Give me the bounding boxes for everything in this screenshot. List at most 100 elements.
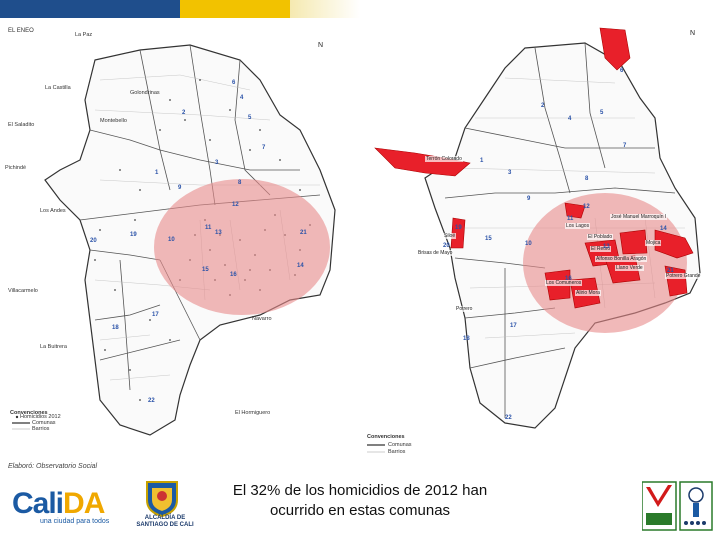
place-la-paz: La Paz: [75, 32, 93, 38]
comuna-label: 7: [623, 143, 627, 149]
left-north-arrow: N: [318, 42, 324, 49]
red-label-brisas-de-mayo: Brisas de Mayo: [417, 250, 454, 256]
top-banner-blue: [0, 0, 180, 18]
comuna-label: 17: [510, 323, 517, 329]
comuna-label: 9: [178, 185, 182, 191]
comuna-label: 4: [568, 116, 572, 122]
comuna-label: 18: [112, 325, 119, 331]
comuna-label: 4: [240, 95, 244, 101]
red-label-los-comuneros: Los Comuneros: [545, 280, 583, 286]
red-label-llano-verde: Llano Verde: [615, 265, 644, 271]
map-credit: Elaboró: Observatorio Social: [8, 463, 98, 470]
comuna-label: 20: [90, 238, 97, 244]
comuna-label: 5: [248, 115, 252, 121]
comuna-label: 12: [232, 202, 239, 208]
place-la-castilla: La Castilla: [45, 85, 71, 91]
partner-logos-icon: [642, 481, 713, 531]
slide-caption: El 32% de los homicidios de 2012 han ocu…: [210, 481, 510, 521]
right-legend-item-1: Comunas: [388, 442, 412, 448]
place-el-hormiguero: El Hormiguero: [235, 410, 271, 416]
left-legend-title: Convenciones: [10, 410, 48, 416]
alcaldia-line1: ALCALDÍA DE: [144, 515, 186, 521]
top-banner: [0, 0, 720, 18]
comuna-label: 7: [262, 145, 266, 151]
left-legend: [12, 415, 30, 430]
comuna-label: 15: [485, 236, 492, 242]
alcaldia-label: ALCALDÍA DE SANTIAGO DE CALI: [120, 515, 210, 529]
caption-line-1: El 32% de los homicidios de 2012 han: [232, 482, 488, 499]
comuna-label: 22: [148, 398, 155, 404]
comuna-label: 5: [600, 110, 604, 116]
red-label-terron-colorado: Terrón Colorado: [425, 156, 463, 162]
comuna-label: 16: [230, 272, 237, 278]
cali-shield-icon: [146, 481, 178, 518]
comuna-label: 15: [202, 267, 209, 273]
place-villacarmelo: Villacarmelo: [8, 288, 38, 294]
comuna-label: 19: [455, 225, 462, 231]
red-label-potrero: Potrero: [455, 306, 474, 312]
comuna-label: 9: [527, 196, 531, 202]
comuna-label: 11: [205, 225, 212, 231]
calida-logo-part1: Cali: [12, 487, 64, 520]
comuna-label: 21: [300, 230, 307, 236]
right-map-svg: [367, 27, 701, 453]
comuna-label: 11: [567, 216, 574, 222]
place-navarro: Navarro: [252, 316, 272, 322]
comuna-label: 2: [541, 103, 545, 109]
comuna-label: 10: [525, 241, 532, 247]
comuna-label: 16: [565, 276, 572, 282]
right-legend-title: Convenciones: [367, 434, 405, 440]
red-label-potrero-grande: Potrero Grande: [665, 273, 702, 279]
place-golondrinas: Golondrinas: [130, 90, 160, 96]
comuna-label: 19: [130, 232, 137, 238]
top-banner-yellow: [180, 0, 290, 18]
calida-logo: CaliDA: [12, 487, 105, 521]
place-el-saladito: El Saladito: [8, 122, 35, 128]
red-label-los-lagos: Los Lagos: [565, 223, 591, 229]
right-north-arrow: N: [690, 30, 696, 37]
left-map: EL ENEO La Paz Golondrinas La Castilla M…: [0, 20, 350, 465]
red-label-el-retiro: El Retiro: [590, 246, 612, 252]
red-label-el-poblado: El Poblado: [587, 234, 614, 240]
red-label-siloe: Siloé: [443, 233, 457, 239]
comuna-label: 8: [238, 180, 242, 186]
left-map-svg: [12, 44, 336, 436]
footer: [0, 474, 720, 540]
place-el-eneo: EL ENEO: [8, 28, 34, 34]
comuna-label: 14: [297, 263, 304, 269]
left-legend-item-1: Homicidios 2012: [20, 414, 61, 420]
red-label-mojica: Mojica: [645, 240, 662, 246]
comuna-label: 21: [667, 268, 674, 274]
caption-line-2: ocurrido en estas comunas: [269, 502, 451, 519]
comuna-label: 3: [508, 170, 512, 176]
comuna-label: 13: [603, 244, 610, 250]
comuna-label: 12: [583, 204, 590, 210]
right-legend-item-2: Barrios: [388, 449, 406, 455]
red-label-alirio-mora: Alirio Mora: [575, 290, 601, 296]
calida-logo-part2: DA: [63, 487, 105, 520]
comuna-label: 3: [215, 160, 219, 166]
comuna-label: 14: [660, 226, 667, 232]
place-los-andes: Los Andes: [40, 208, 66, 214]
left-legend-item-2: Comunas: [32, 420, 56, 426]
red-label-jose-manuel-marroquin: José Manuel Marroquín I: [610, 214, 668, 220]
calida-tagline: una ciudad para todos: [40, 518, 110, 525]
comuna-label: 20: [443, 243, 450, 249]
place-pichinde: Pichindé: [5, 165, 27, 171]
comuna-label: 18: [463, 336, 470, 342]
comuna-label: 2: [182, 110, 186, 116]
comuna-label: 8: [585, 176, 589, 182]
comuna-label: 22: [505, 415, 512, 421]
alcaldia-line2: SANTIAGO DE CALI: [136, 522, 194, 528]
comuna-label: 17: [152, 312, 159, 318]
right-legend: [367, 444, 385, 453]
top-banner-fade: [290, 0, 360, 18]
left-highlight-circle: [154, 179, 330, 315]
comuna-label: 1: [480, 158, 484, 164]
place-montebello: Montebello: [100, 118, 127, 124]
comuna-label: 10: [168, 237, 175, 243]
comuna-label: 6: [232, 80, 236, 86]
place-la-buitrera: La Buitrera: [40, 344, 67, 350]
red-label-alfonso-bonilla-aragon: Alfonso Bonilla Aragón: [595, 256, 648, 262]
right-map: N Potrero Grande Brisas de Mayo José Man…: [355, 18, 720, 463]
